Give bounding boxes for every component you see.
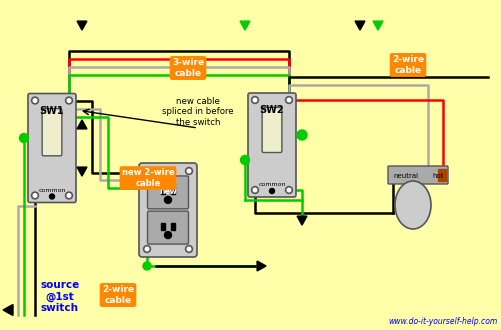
Circle shape xyxy=(33,194,37,197)
Circle shape xyxy=(50,194,55,199)
Polygon shape xyxy=(372,21,382,30)
Polygon shape xyxy=(354,21,364,30)
Circle shape xyxy=(32,97,39,104)
Circle shape xyxy=(251,96,258,104)
Text: SW2: SW2 xyxy=(259,105,284,115)
FancyBboxPatch shape xyxy=(262,108,281,152)
Text: common: common xyxy=(258,182,285,187)
Circle shape xyxy=(285,96,292,104)
Circle shape xyxy=(269,188,274,193)
Polygon shape xyxy=(77,167,87,176)
Polygon shape xyxy=(77,21,87,30)
Text: 2-wire
cable: 2-wire cable xyxy=(391,55,423,75)
Circle shape xyxy=(32,192,39,199)
Circle shape xyxy=(143,246,150,252)
Text: neutral: neutral xyxy=(393,173,418,179)
Polygon shape xyxy=(3,305,13,315)
Text: new 2-wire
cable: new 2-wire cable xyxy=(121,168,174,188)
Circle shape xyxy=(145,169,148,173)
Ellipse shape xyxy=(394,181,430,229)
Circle shape xyxy=(185,246,192,252)
Bar xyxy=(437,169,445,181)
Circle shape xyxy=(187,247,190,251)
Circle shape xyxy=(20,134,29,143)
Circle shape xyxy=(164,232,171,239)
FancyBboxPatch shape xyxy=(147,176,188,209)
Text: source
@1st
switch: source @1st switch xyxy=(40,280,80,314)
Circle shape xyxy=(287,188,290,192)
Circle shape xyxy=(185,168,192,175)
Circle shape xyxy=(143,262,151,270)
Circle shape xyxy=(251,186,258,193)
Text: new: new xyxy=(159,187,176,196)
Circle shape xyxy=(253,98,257,102)
Bar xyxy=(161,187,165,194)
FancyBboxPatch shape xyxy=(387,166,447,184)
Circle shape xyxy=(143,168,150,175)
Circle shape xyxy=(187,169,190,173)
Text: www.do-it-yourself-help.com: www.do-it-yourself-help.com xyxy=(388,317,497,326)
Circle shape xyxy=(297,130,307,140)
FancyBboxPatch shape xyxy=(42,109,62,156)
Circle shape xyxy=(164,196,171,203)
FancyBboxPatch shape xyxy=(147,211,188,244)
Text: SW1: SW1 xyxy=(40,106,64,116)
FancyBboxPatch shape xyxy=(139,163,196,257)
Bar xyxy=(171,187,175,194)
Text: 2-wire
cable: 2-wire cable xyxy=(102,285,134,305)
Text: new cable
spliced in before
the switch: new cable spliced in before the switch xyxy=(162,97,233,127)
Circle shape xyxy=(65,192,72,199)
Bar xyxy=(171,223,175,230)
Polygon shape xyxy=(77,120,87,129)
Polygon shape xyxy=(239,21,249,30)
Circle shape xyxy=(253,188,257,192)
Circle shape xyxy=(285,186,292,193)
Circle shape xyxy=(145,247,148,251)
FancyBboxPatch shape xyxy=(28,93,76,203)
FancyBboxPatch shape xyxy=(247,93,296,197)
Circle shape xyxy=(67,99,71,102)
Circle shape xyxy=(240,155,249,164)
Circle shape xyxy=(33,99,37,102)
Circle shape xyxy=(287,98,290,102)
Circle shape xyxy=(65,97,72,104)
Bar xyxy=(161,223,165,230)
Text: common: common xyxy=(38,188,66,193)
Circle shape xyxy=(67,194,71,197)
Text: 3-wire
cable: 3-wire cable xyxy=(172,58,203,78)
Polygon shape xyxy=(297,216,306,225)
Polygon shape xyxy=(257,261,266,271)
Text: hot: hot xyxy=(431,173,443,179)
